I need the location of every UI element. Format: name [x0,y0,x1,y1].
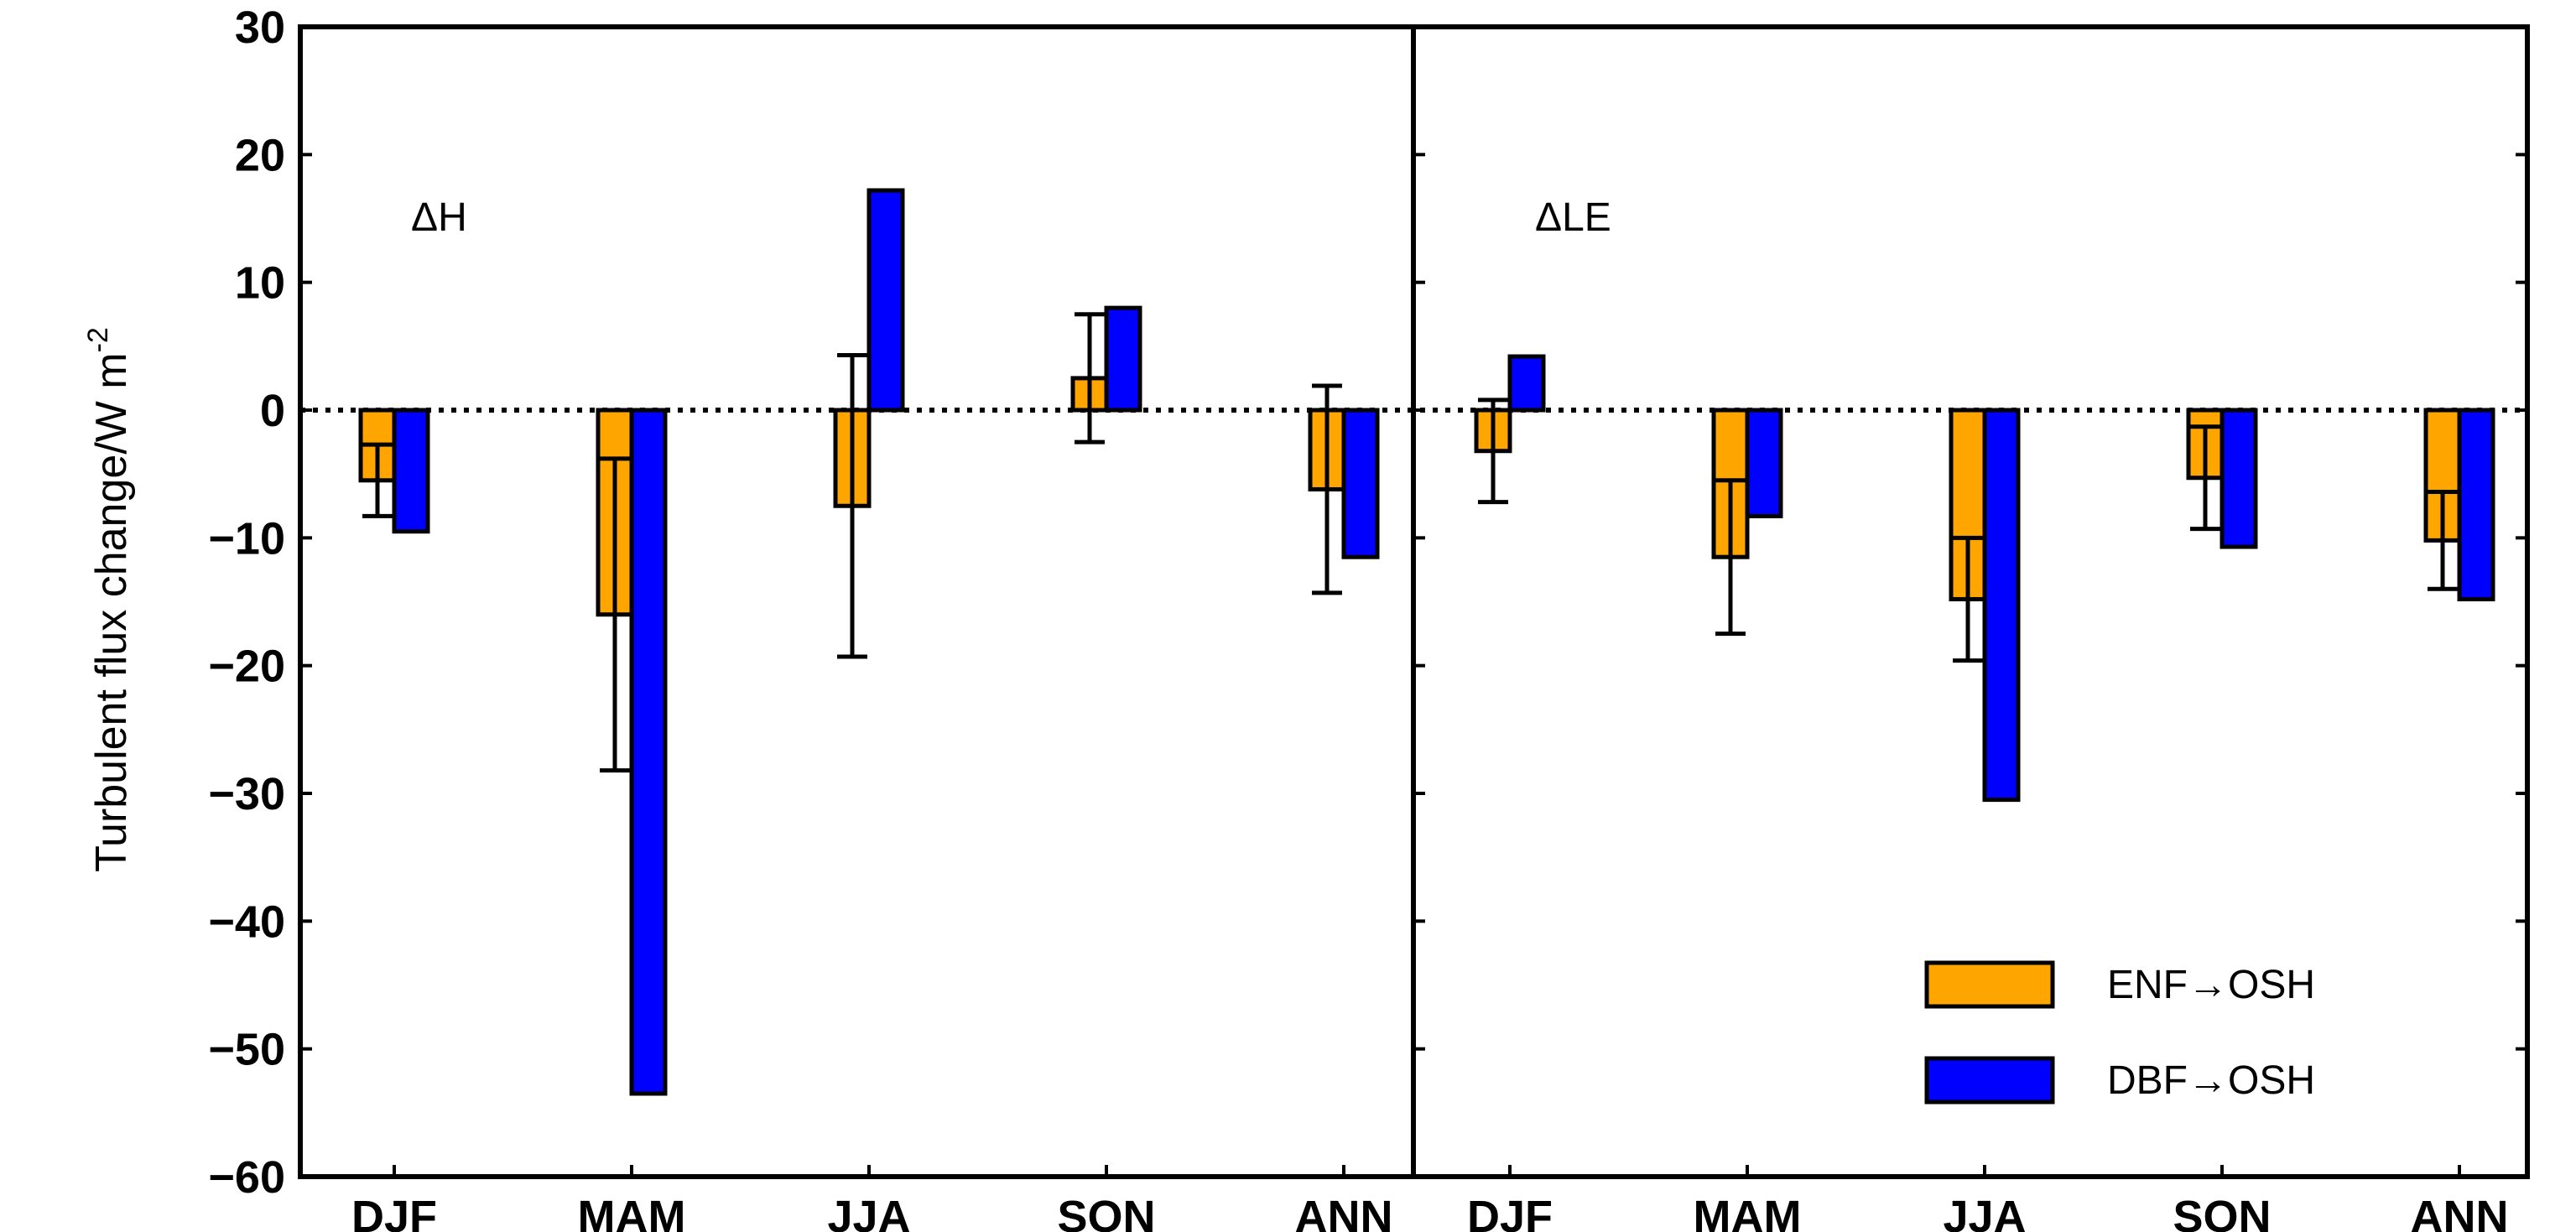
legend-swatch-dbf-osh [1924,1056,2055,1105]
bar-dle-jja-dbf [1982,408,2021,803]
legend-label-dbf-osh: DBF→OSH [2107,1058,2315,1103]
bar-dh-son-dbf [1104,305,1142,413]
y-axis-label: Turbulent flux change/W m-2 [82,327,136,872]
y-tick-label-7: −40 [208,897,285,947]
x-tick-label-0-2: JJA [827,1192,910,1232]
y-tick-label-5: −20 [208,642,285,692]
x-tick-label-1-0: DJF [1467,1192,1553,1232]
error-bars-layer [362,312,2458,773]
bars-layer [358,188,2495,1096]
bar-dle-ann-dbf [2457,408,2495,601]
panel-label-delta-le: ΔLE [1535,195,1611,240]
x-tick-label-1-1: MAM [1694,1192,1802,1232]
y-tick-label-6: −30 [208,769,285,819]
legend: ENF→OSH DBF→OSH [1924,960,2315,1105]
x-tick-label-1-3: SON [2173,1192,2271,1232]
y-tick-label-1: 20 [235,130,285,180]
y-tick-label-8: −50 [208,1025,285,1075]
x-tick-label-0-4: ANN [1295,1192,1393,1232]
y-tick-label-4: −10 [208,513,285,564]
panel-label-delta-h: ΔH [411,195,467,240]
bar-dh-jja-dbf [866,188,905,413]
y-tick-label-0: 30 [235,3,285,53]
legend-swatch-enf-osh [1924,960,2055,1009]
bar-dh-djf-dbf [392,408,430,534]
x-tick-label-1-2: JJA [1943,1192,2026,1232]
x-tick-label-0-0: DJF [351,1192,437,1232]
bar-dle-mam-dbf [1745,408,1783,518]
ticks-layer: DJF MAM JJA SON ANN DJF MAM JJA SON ANN 30 20 10 0 −10… [208,3,2527,1232]
y-tick-label-3: 0 [260,386,285,436]
x-tick-label-0-1: MAM [578,1192,686,1232]
bar-dh-ann-dbf [1341,408,1380,559]
x-tick-label-0-3: SON [1057,1192,1155,1232]
y-tick-label-2: 10 [235,258,285,309]
bar-dle-djf-dbf [1507,354,1546,413]
bar-dle-son-dbf [2220,408,2258,549]
y-tick-label-9: −60 [208,1152,285,1203]
legend-label-enf-osh: ENF→OSH [2107,963,2315,1007]
x-tick-label-1-4: ANN [2411,1192,2509,1232]
bar-dh-mam-dbf [629,408,668,1096]
